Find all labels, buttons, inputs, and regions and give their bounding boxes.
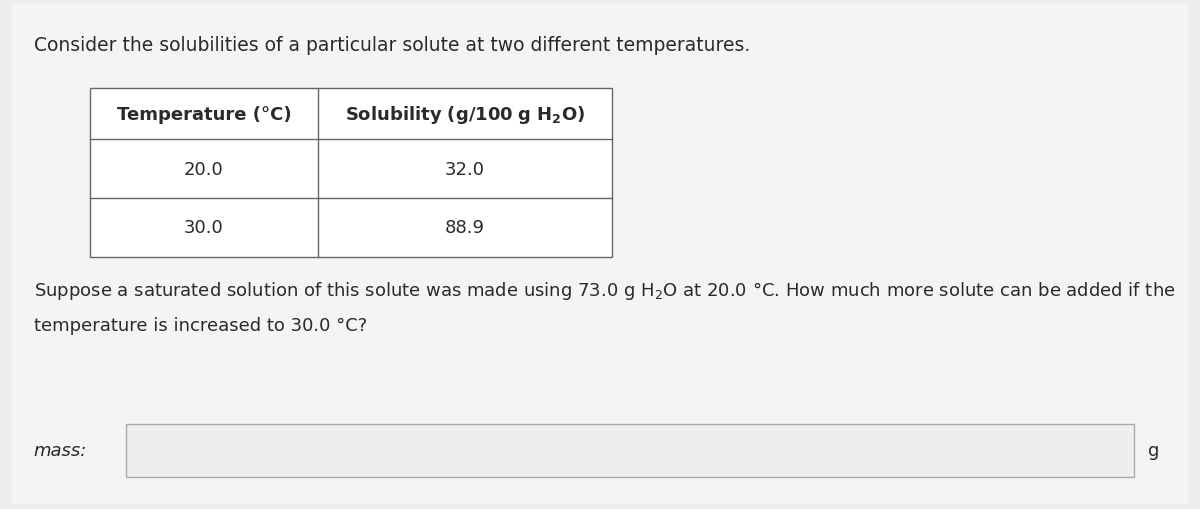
Text: Consider the solubilities of a particular solute at two different temperatures.: Consider the solubilities of a particula… bbox=[34, 36, 750, 54]
Bar bbox=[90, 89, 612, 257]
Text: 30.0: 30.0 bbox=[184, 219, 224, 237]
Text: Temperature (°C): Temperature (°C) bbox=[116, 105, 292, 124]
Text: $\mathbf{Solubility\ (g/100\ g\ H_2O)}$: $\mathbf{Solubility\ (g/100\ g\ H_2O)}$ bbox=[344, 103, 586, 126]
Text: temperature is increased to 30.0 °C?: temperature is increased to 30.0 °C? bbox=[34, 317, 367, 334]
Text: mass:: mass: bbox=[34, 441, 86, 460]
Text: Suppose a saturated solution of this solute was made using 73.0 g H$_2$O at 20.0: Suppose a saturated solution of this sol… bbox=[34, 280, 1175, 302]
Text: 88.9: 88.9 bbox=[445, 219, 485, 237]
Text: g: g bbox=[1148, 441, 1159, 460]
FancyBboxPatch shape bbox=[12, 5, 1188, 504]
Bar bbox=[126, 423, 1134, 477]
Text: 32.0: 32.0 bbox=[445, 160, 485, 178]
Text: 20.0: 20.0 bbox=[184, 160, 224, 178]
